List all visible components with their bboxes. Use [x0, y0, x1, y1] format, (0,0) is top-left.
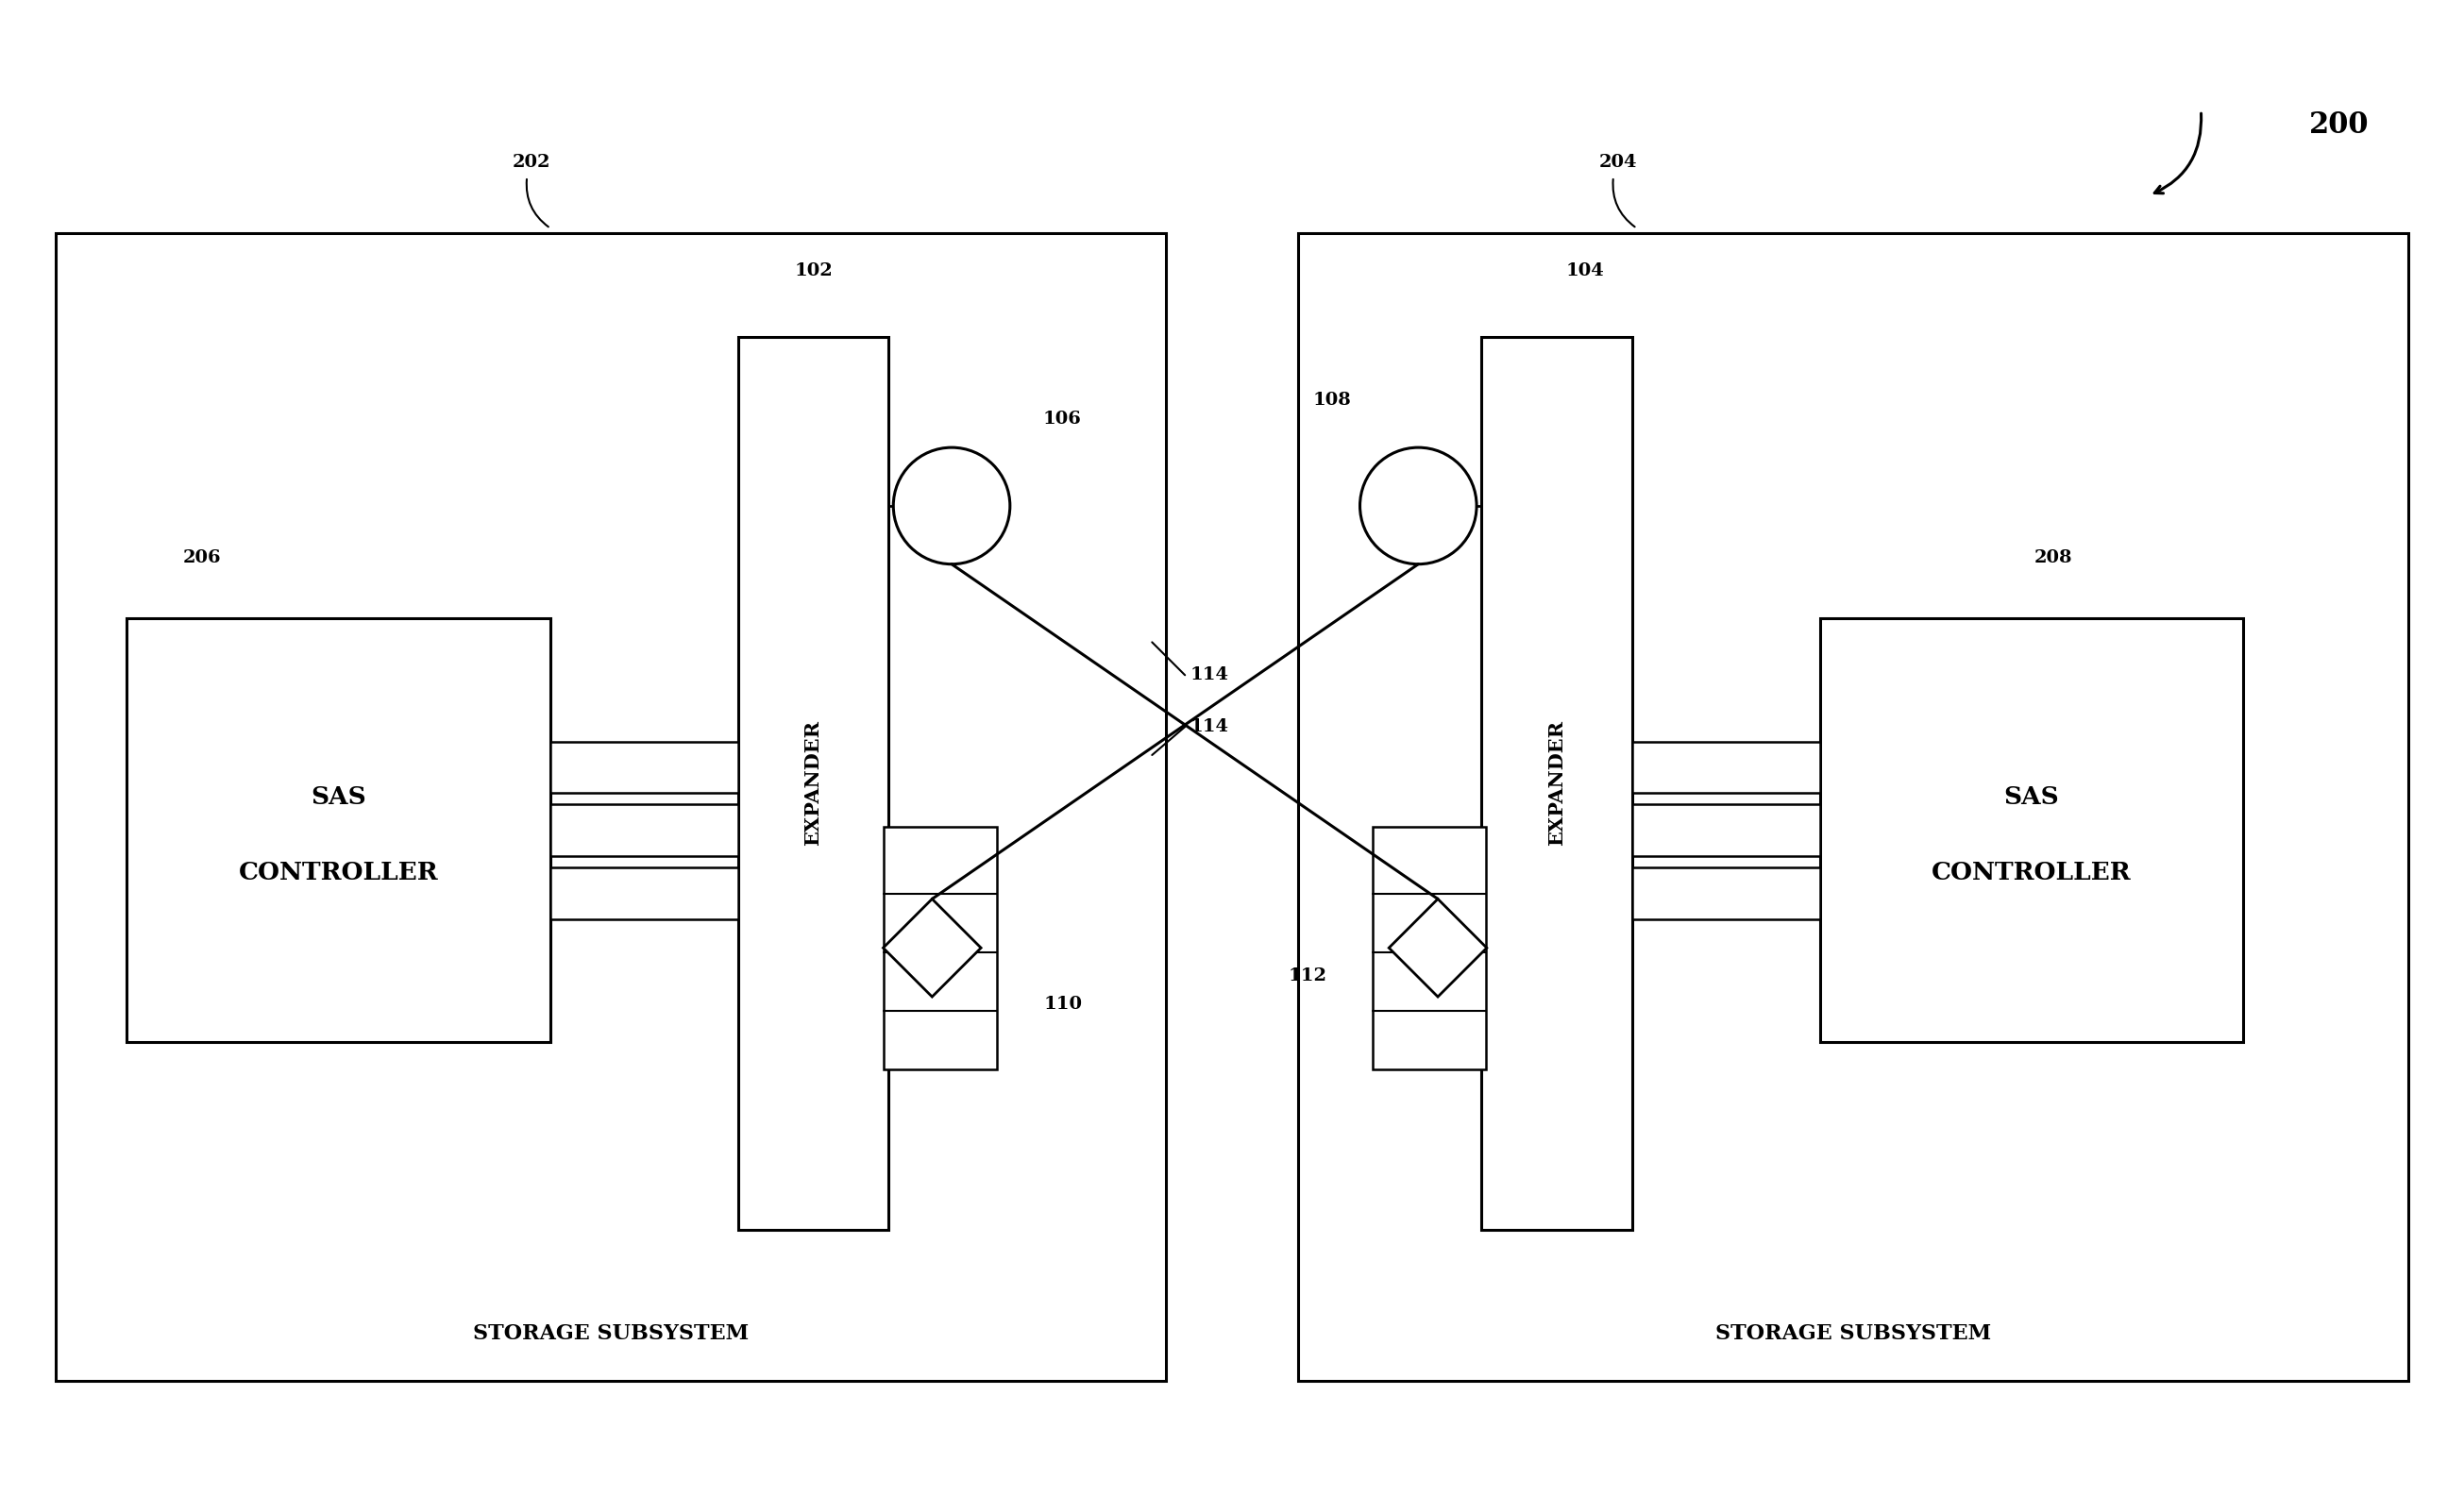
Text: SAS: SAS — [2003, 785, 2060, 809]
Text: 108: 108 — [1313, 392, 1350, 408]
Text: 206: 206 — [182, 549, 222, 565]
Text: 110: 110 — [1045, 996, 1082, 1013]
Bar — [57, 233, 1165, 1381]
Text: 104: 104 — [1565, 262, 1604, 280]
Circle shape — [1360, 447, 1476, 564]
Bar — [549, 805, 739, 856]
Text: STORAGE SUBSYSTEM: STORAGE SUBSYSTEM — [1715, 1322, 1991, 1343]
Bar — [1372, 826, 1486, 1070]
Bar — [126, 619, 549, 1041]
Text: 112: 112 — [1289, 968, 1328, 984]
Text: 208: 208 — [2033, 549, 2072, 565]
FancyArrowPatch shape — [813, 287, 821, 329]
Bar — [1299, 233, 2407, 1381]
Text: STORAGE SUBSYSTEM: STORAGE SUBSYSTEM — [473, 1322, 749, 1343]
Text: 202: 202 — [513, 154, 552, 171]
Bar — [549, 868, 739, 919]
Text: 204: 204 — [1599, 154, 1636, 171]
Bar — [1631, 742, 1821, 793]
Bar — [1631, 805, 1821, 856]
Text: SAS: SAS — [310, 785, 367, 809]
Text: 114: 114 — [1190, 667, 1230, 684]
FancyArrowPatch shape — [954, 962, 1032, 998]
FancyArrowPatch shape — [976, 429, 1040, 468]
FancyArrowPatch shape — [1614, 180, 1634, 227]
Bar — [885, 826, 998, 1070]
FancyArrowPatch shape — [1328, 944, 1400, 969]
Bar — [1821, 619, 2242, 1041]
Circle shape — [894, 447, 1010, 564]
Bar — [739, 337, 890, 1230]
FancyArrowPatch shape — [1348, 416, 1395, 468]
FancyArrowPatch shape — [2045, 574, 2072, 613]
Bar — [549, 742, 739, 793]
Bar — [1631, 868, 1821, 919]
Text: 106: 106 — [1042, 411, 1082, 428]
Polygon shape — [882, 899, 981, 996]
Text: CONTROLLER: CONTROLLER — [1932, 860, 2131, 884]
Text: EXPANDER: EXPANDER — [1547, 721, 1567, 847]
Bar — [1481, 337, 1631, 1230]
Text: 200: 200 — [2309, 111, 2368, 139]
Text: CONTROLLER: CONTROLLER — [239, 860, 439, 884]
Text: 114: 114 — [1190, 718, 1230, 736]
Text: EXPANDER: EXPANDER — [803, 721, 823, 847]
FancyArrowPatch shape — [1565, 287, 1579, 329]
Text: 102: 102 — [793, 262, 833, 280]
FancyArrowPatch shape — [527, 180, 549, 227]
FancyArrowPatch shape — [2154, 114, 2200, 193]
Polygon shape — [1390, 899, 1486, 996]
FancyArrowPatch shape — [197, 574, 209, 612]
